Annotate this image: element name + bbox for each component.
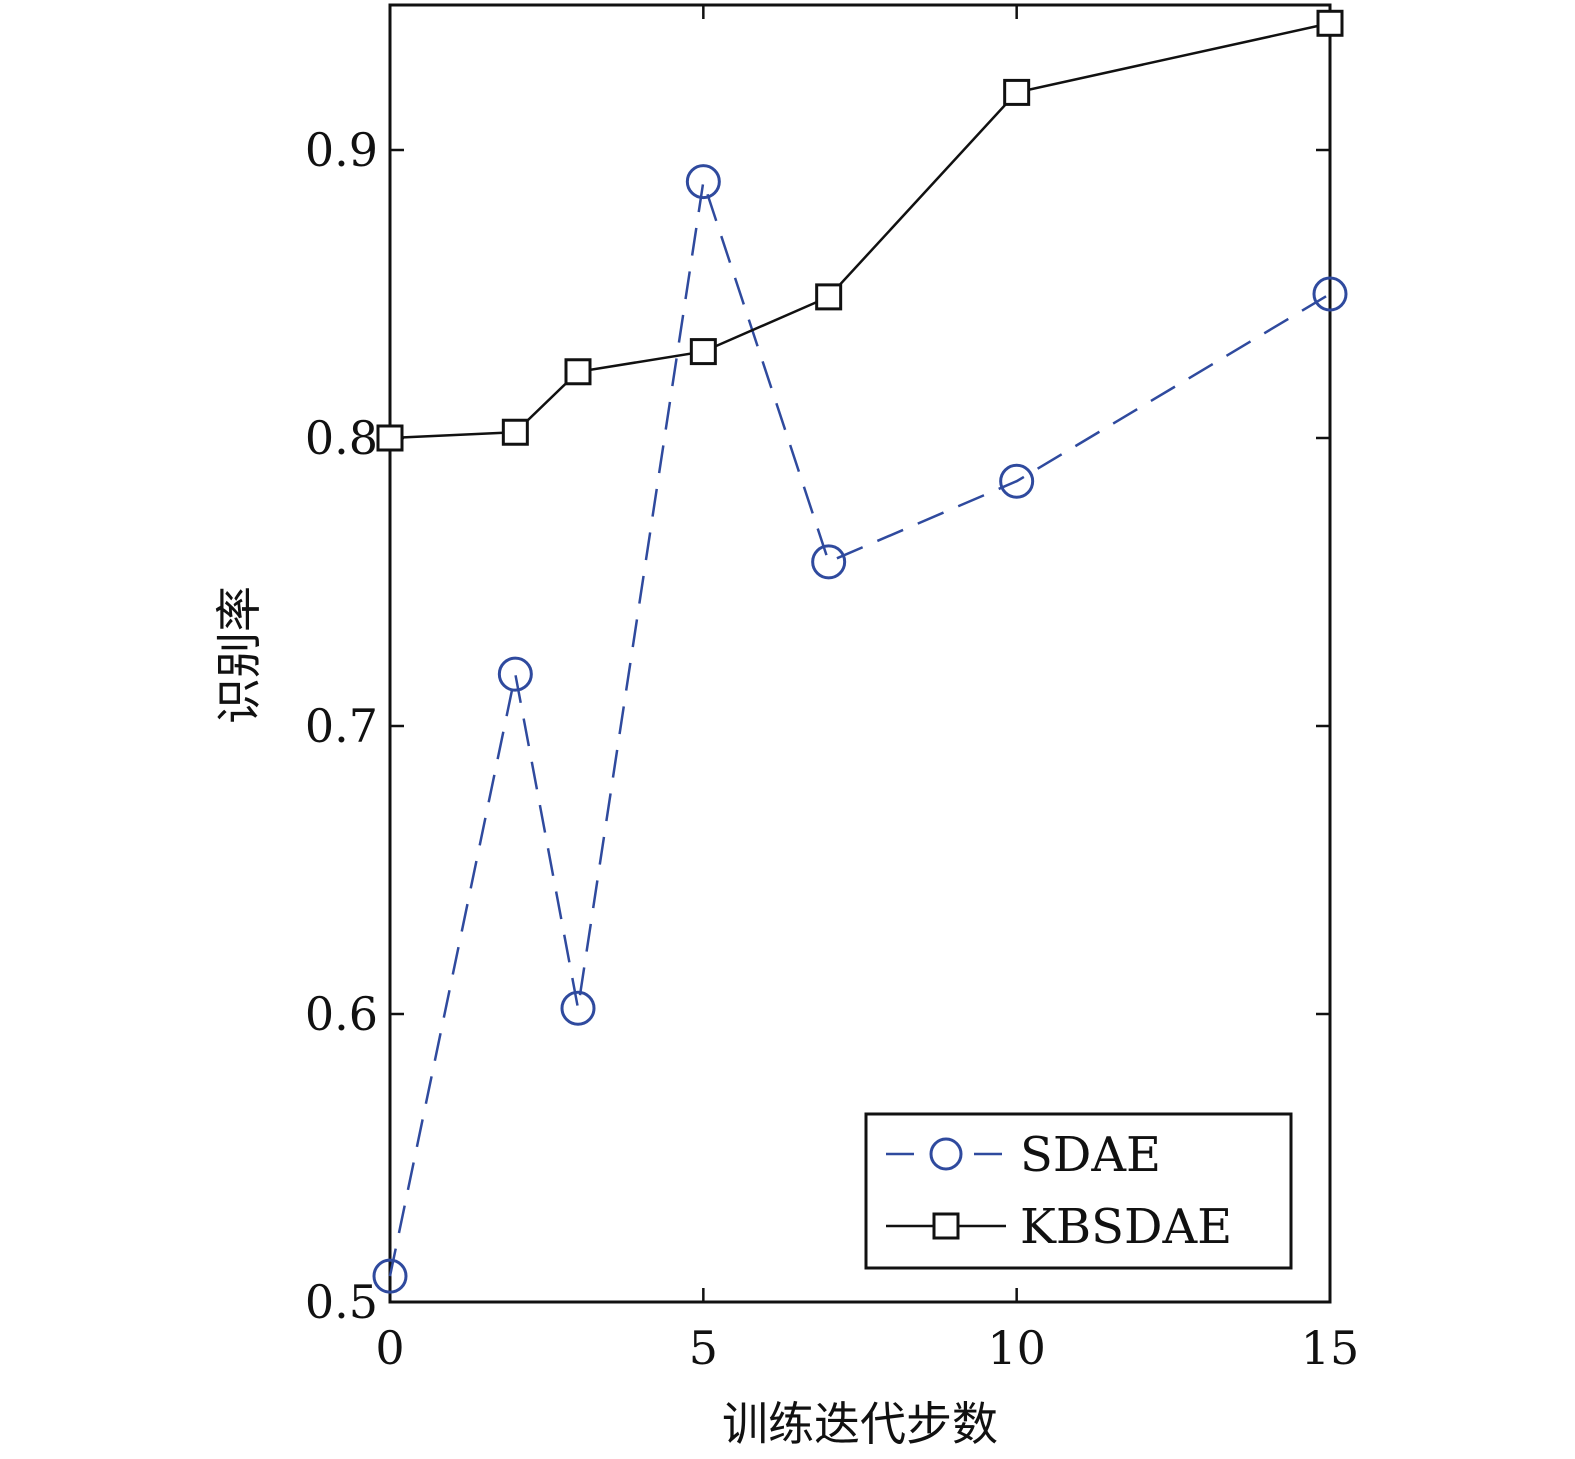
y-tick-label: 0.9 — [305, 123, 378, 177]
y-axis: 0.5 0.6 0.7 0.8 0.9 — [305, 123, 1330, 1329]
x-tick-label: 0 — [375, 1321, 404, 1375]
y-axis-title: 识别率 — [212, 586, 266, 724]
legend-label-kbsdae: KBSDAE — [1020, 1199, 1232, 1255]
data-point-kbsdae — [815, 283, 843, 311]
legend-marker-sdae — [929, 1137, 963, 1171]
data-point-kbsdae — [1316, 9, 1344, 37]
data-point-sdae — [372, 1258, 408, 1294]
data-point-sdae — [497, 656, 533, 692]
x-axis-title: 训练迭代步数 — [722, 1397, 998, 1451]
data-point-sdae — [685, 164, 721, 200]
data-point-sdae — [560, 990, 596, 1026]
y-tick-label: 0.6 — [305, 987, 378, 1041]
y-tick-label: 0.7 — [305, 699, 378, 753]
data-point-sdae — [999, 463, 1035, 499]
y-tick-label: 0.8 — [305, 411, 378, 465]
x-tick-label: 10 — [987, 1321, 1046, 1375]
series-line-sdae — [388, 181, 1331, 1277]
data-point-kbsdae — [501, 418, 529, 446]
data-point-sdae — [1312, 276, 1348, 312]
legend: SDAE KBSDAE — [864, 1112, 1293, 1270]
legend-marker-kbsdae — [932, 1212, 960, 1240]
y-tick-label: 0.5 — [305, 1275, 378, 1329]
x-tick-label: 15 — [1301, 1321, 1360, 1375]
data-point-sdae — [811, 544, 847, 580]
series-layer — [372, 9, 1348, 1294]
legend-box — [864, 1112, 1293, 1270]
legend-label-sdae: SDAE — [1020, 1127, 1161, 1183]
x-tick-label: 5 — [689, 1321, 718, 1375]
data-point-kbsdae — [376, 424, 404, 452]
data-point-kbsdae — [689, 338, 717, 366]
data-point-kbsdae — [1003, 78, 1031, 106]
plot-area — [388, 3, 1332, 1304]
data-point-kbsdae — [564, 358, 592, 386]
x-axis: 0 5 10 15 — [375, 5, 1359, 1375]
